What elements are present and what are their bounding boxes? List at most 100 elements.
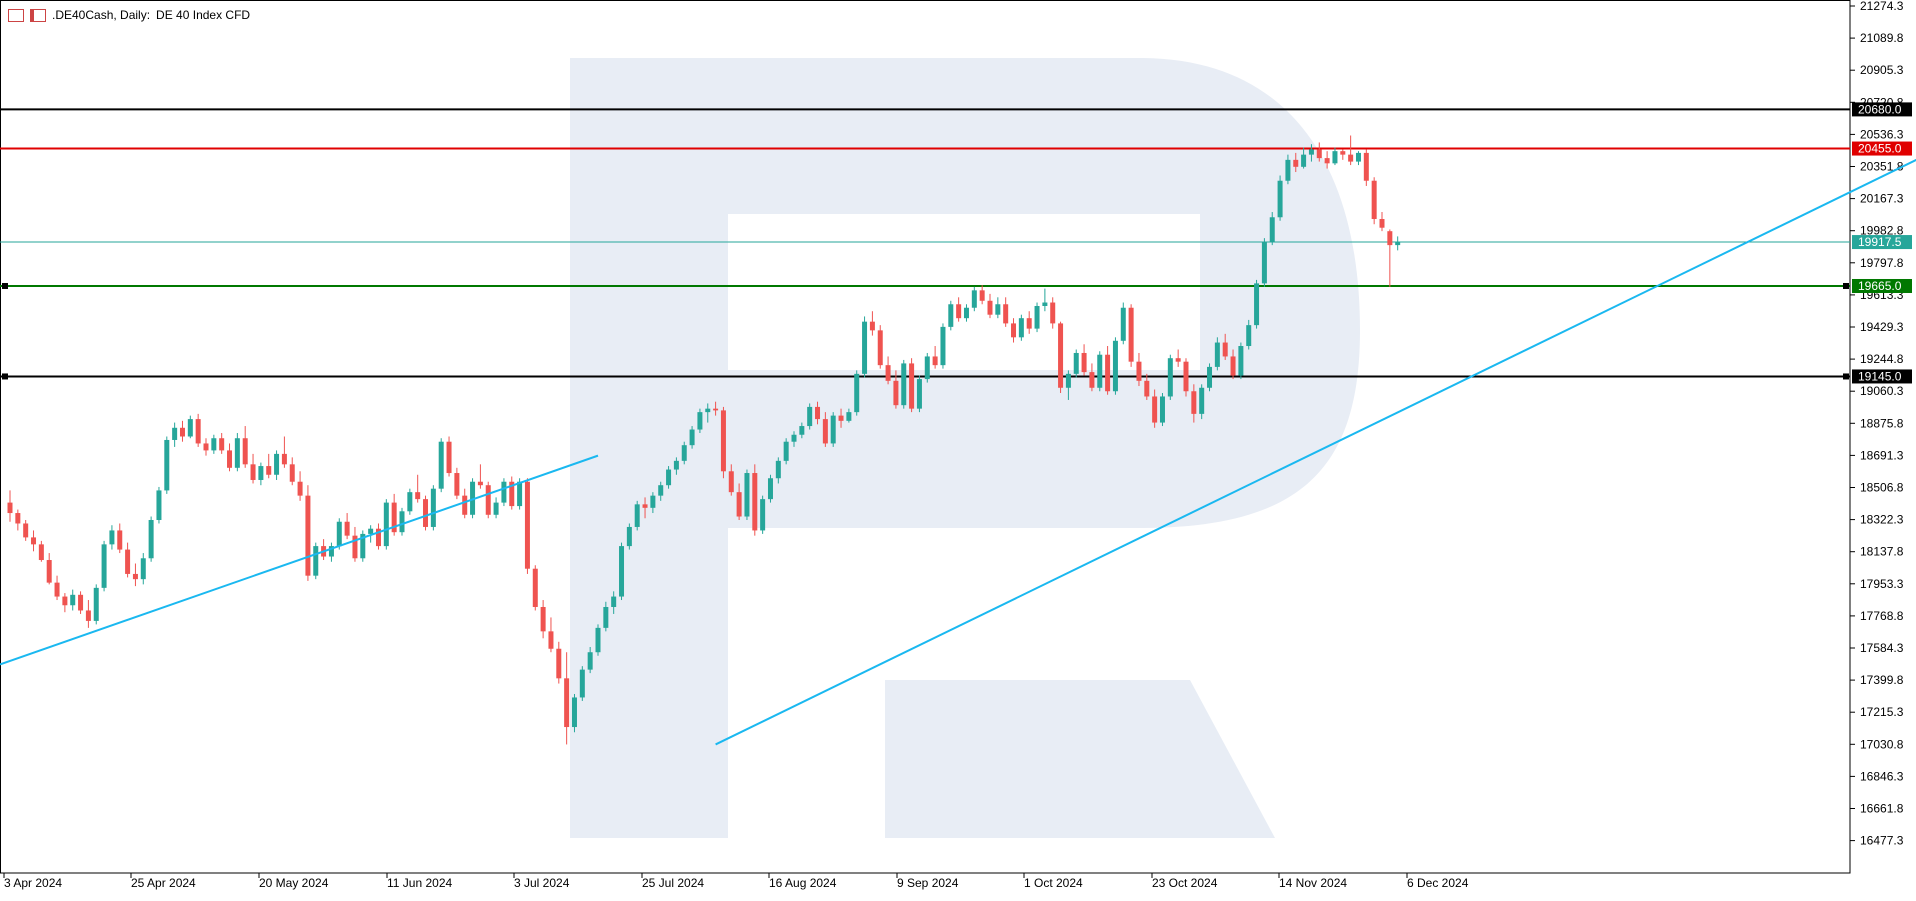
level-handle-right xyxy=(1843,373,1849,380)
candle xyxy=(172,422,178,447)
y-tick-label: 21274.3 xyxy=(1860,0,1904,13)
candle xyxy=(971,286,977,312)
candle-body xyxy=(987,300,993,315)
candle xyxy=(1246,319,1252,350)
candle-body xyxy=(274,453,280,475)
candle xyxy=(391,493,397,536)
candle-body xyxy=(767,478,773,500)
candle-body xyxy=(1261,241,1267,284)
candle xyxy=(234,433,240,472)
candle-body xyxy=(109,530,115,545)
candle xyxy=(556,641,562,684)
candle-body xyxy=(368,528,374,534)
candle-body xyxy=(1105,354,1111,392)
candle-body xyxy=(791,434,797,442)
candle xyxy=(1073,349,1079,378)
candle xyxy=(132,563,138,587)
x-tick-label: 25 Jul 2024 xyxy=(642,876,704,890)
y-tick-label: 17768.8 xyxy=(1860,609,1904,623)
candle-body xyxy=(548,631,554,649)
candle-body xyxy=(744,473,750,517)
menu-list-icon[interactable] xyxy=(8,8,24,22)
candle xyxy=(62,593,68,613)
candle-body xyxy=(932,356,938,366)
candle xyxy=(289,457,295,486)
candle-body xyxy=(1238,346,1244,376)
y-tick-label: 20905.3 xyxy=(1860,63,1904,77)
candle xyxy=(1167,354,1173,400)
candle xyxy=(1301,147,1307,169)
candle xyxy=(869,311,875,336)
candle xyxy=(1026,311,1032,334)
candle xyxy=(681,441,687,465)
candle xyxy=(1011,318,1017,343)
candle-body xyxy=(7,502,13,514)
candle-body xyxy=(1214,342,1220,367)
candle xyxy=(1112,337,1118,395)
candle-body xyxy=(54,582,60,597)
candle xyxy=(666,466,672,489)
candle xyxy=(877,325,883,369)
candle xyxy=(807,403,813,430)
candle-body xyxy=(893,380,899,406)
candle-body xyxy=(344,521,350,536)
symbol-description: DE 40 Index CFD xyxy=(156,8,251,22)
candle xyxy=(313,542,319,580)
candle xyxy=(909,358,915,413)
candle-body xyxy=(1285,159,1291,181)
candle xyxy=(1269,212,1275,246)
candle xyxy=(360,530,366,562)
candle xyxy=(532,565,538,611)
candle-body xyxy=(854,373,860,413)
candle-body xyxy=(172,427,178,440)
candle-body xyxy=(430,488,436,527)
y-tick-label: 17584.3 xyxy=(1860,641,1904,655)
candle-body xyxy=(438,441,444,489)
candle xyxy=(1363,149,1369,186)
candle xyxy=(219,433,225,454)
candle xyxy=(564,652,570,745)
candle-body xyxy=(1183,361,1189,392)
candle xyxy=(689,426,695,449)
candle xyxy=(148,516,154,562)
candle-body xyxy=(885,365,891,381)
candle-body xyxy=(501,481,507,503)
candle-body xyxy=(862,321,868,374)
price-level-label: 20680.0 xyxy=(1858,102,1902,116)
candle xyxy=(93,584,99,625)
candle xyxy=(1136,352,1142,387)
candle xyxy=(571,693,577,733)
candle xyxy=(274,450,280,480)
candle-body xyxy=(1065,373,1071,388)
candle-body xyxy=(595,627,601,653)
candle xyxy=(297,471,303,501)
candle-body xyxy=(23,523,29,538)
candle-body xyxy=(783,441,789,461)
candle-body xyxy=(916,379,922,409)
candle xyxy=(117,523,123,554)
candle xyxy=(1214,337,1220,371)
candle-body xyxy=(838,415,844,421)
candle xyxy=(979,285,985,305)
candle-body xyxy=(132,573,138,580)
candle xyxy=(1207,363,1213,392)
trend-line xyxy=(715,158,1916,746)
candle xyxy=(203,438,209,456)
candle xyxy=(728,464,734,496)
candle-body xyxy=(673,460,679,470)
candle xyxy=(85,600,91,628)
candle-body xyxy=(1097,354,1103,388)
candle-body xyxy=(328,546,334,557)
candle-body xyxy=(822,419,828,444)
chart-type-icon[interactable] xyxy=(30,8,46,22)
candle xyxy=(1238,342,1244,380)
candle-body xyxy=(697,412,703,430)
candle-body xyxy=(948,304,954,327)
candle xyxy=(658,481,664,501)
candle-body xyxy=(1034,306,1040,329)
candle-body xyxy=(336,521,342,547)
candle-body xyxy=(234,438,240,468)
candle xyxy=(579,666,585,701)
